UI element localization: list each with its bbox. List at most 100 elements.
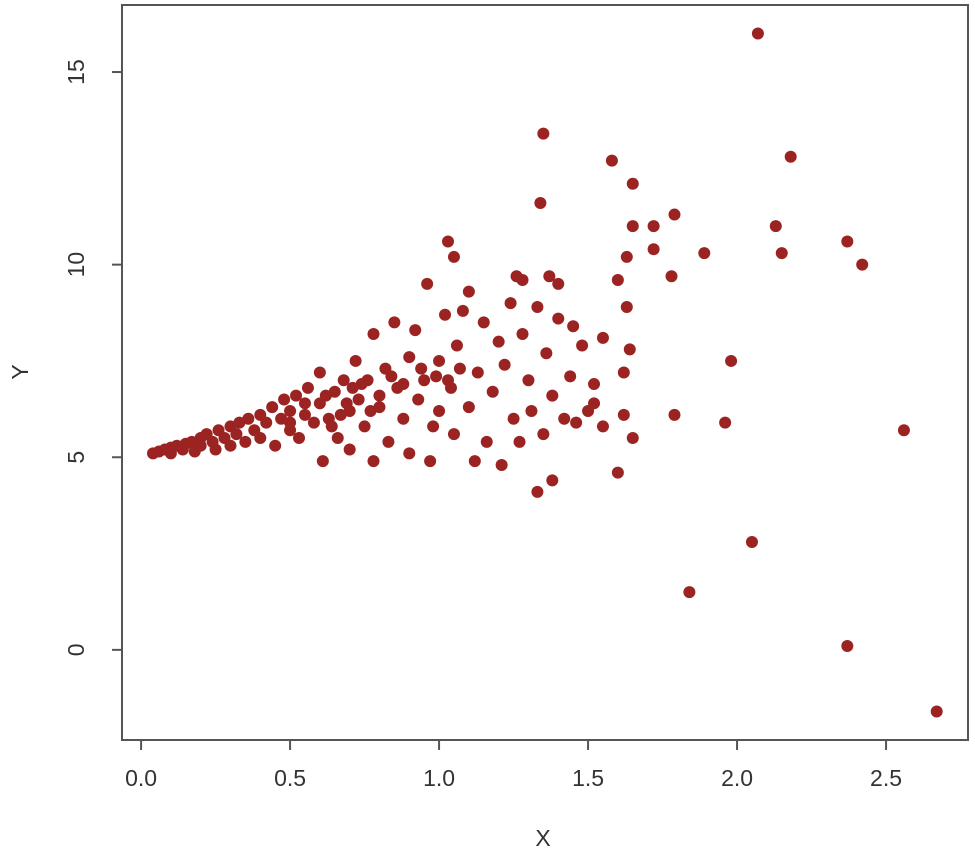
point xyxy=(897,424,910,437)
plot-box xyxy=(121,4,969,741)
point xyxy=(275,412,288,425)
point xyxy=(230,428,243,441)
x-tick-label: 0.5 xyxy=(274,765,306,791)
point xyxy=(516,327,529,340)
x-tick-label: 2.5 xyxy=(870,765,902,791)
point xyxy=(588,378,601,391)
point xyxy=(537,127,550,140)
point xyxy=(433,405,446,418)
point xyxy=(567,320,580,333)
point xyxy=(683,586,696,599)
point xyxy=(611,466,624,479)
point xyxy=(397,412,410,425)
point xyxy=(531,301,544,314)
point xyxy=(605,154,618,167)
point xyxy=(647,243,660,256)
point xyxy=(254,431,267,444)
point xyxy=(337,374,350,387)
point xyxy=(665,270,678,283)
point xyxy=(442,235,455,248)
point xyxy=(293,431,306,444)
point xyxy=(543,270,556,283)
point xyxy=(439,308,452,321)
point xyxy=(224,439,237,452)
point xyxy=(450,339,463,352)
point xyxy=(775,247,788,260)
point xyxy=(331,431,344,444)
point xyxy=(516,274,529,287)
point xyxy=(668,208,681,221)
point xyxy=(471,366,484,379)
point xyxy=(284,416,297,429)
point xyxy=(745,535,758,548)
point xyxy=(209,443,222,456)
point xyxy=(421,277,434,290)
x-axis-label: X xyxy=(535,825,550,851)
point xyxy=(343,443,356,456)
point xyxy=(307,416,320,429)
point xyxy=(346,381,359,394)
point xyxy=(403,351,416,364)
point xyxy=(382,435,395,448)
point xyxy=(233,416,246,429)
point xyxy=(355,378,368,391)
point xyxy=(242,412,255,425)
point xyxy=(626,220,639,233)
point xyxy=(415,362,428,375)
point xyxy=(430,370,443,383)
point xyxy=(409,324,422,337)
point xyxy=(462,401,475,414)
point xyxy=(194,439,207,452)
y-tick-label: 10 xyxy=(63,252,89,278)
point xyxy=(617,366,630,379)
point xyxy=(442,374,455,387)
y-tick-label: 0 xyxy=(63,643,89,656)
point xyxy=(546,389,559,402)
point xyxy=(453,362,466,375)
point xyxy=(462,285,475,298)
point xyxy=(358,420,371,433)
point xyxy=(290,389,303,402)
point xyxy=(611,274,624,287)
point xyxy=(558,412,571,425)
point xyxy=(537,428,550,441)
point xyxy=(349,354,362,367)
point xyxy=(269,439,282,452)
point xyxy=(477,316,490,329)
point xyxy=(719,416,732,429)
point xyxy=(546,474,559,487)
point xyxy=(284,405,297,418)
point xyxy=(367,327,380,340)
point xyxy=(447,250,460,263)
point xyxy=(668,408,681,421)
point xyxy=(552,312,565,325)
y-tick-label: 5 xyxy=(63,451,89,464)
point xyxy=(412,393,425,406)
point xyxy=(298,397,311,410)
point xyxy=(352,393,365,406)
point xyxy=(319,389,332,402)
point xyxy=(418,374,431,387)
point xyxy=(328,385,341,398)
point xyxy=(626,177,639,190)
point xyxy=(486,385,499,398)
point xyxy=(552,277,565,290)
point xyxy=(856,258,869,271)
point xyxy=(298,408,311,421)
point xyxy=(498,358,511,371)
point xyxy=(185,435,198,448)
point xyxy=(841,235,854,248)
point xyxy=(576,339,589,352)
point xyxy=(725,354,738,367)
point xyxy=(447,428,460,441)
point xyxy=(930,705,943,718)
point xyxy=(492,335,505,348)
point xyxy=(373,389,386,402)
point xyxy=(596,420,609,433)
point xyxy=(325,420,338,433)
point xyxy=(388,316,401,329)
point xyxy=(480,435,493,448)
point xyxy=(316,455,329,468)
y-tick-label: 15 xyxy=(63,59,89,85)
point xyxy=(367,455,380,468)
